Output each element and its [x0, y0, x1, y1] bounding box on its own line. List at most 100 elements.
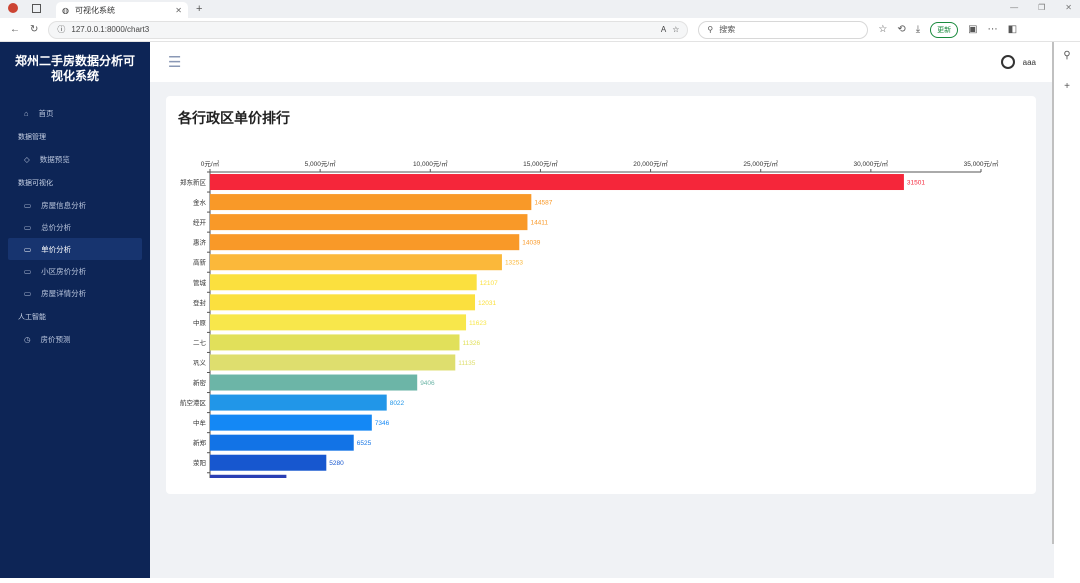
x-tick-label: 25,000元/㎡ — [743, 159, 778, 168]
bar-value-label: 14411 — [530, 220, 548, 227]
monitor-icon: ▭ — [24, 266, 32, 276]
menu-toggle-icon[interactable]: ☰ — [168, 54, 182, 71]
update-button[interactable]: 更新 — [930, 21, 959, 38]
bar — [210, 234, 520, 251]
browser-side-panel: ⚲ + — [1054, 42, 1080, 583]
sidebar-toggle-icon[interactable]: ◧ — [1007, 24, 1018, 35]
y-tick-label: 金水 — [193, 198, 207, 207]
bar-value-label: 14039 — [522, 240, 540, 247]
sidebar-item-label: 房价预测 — [40, 334, 71, 344]
info-icon[interactable]: ⓘ — [57, 25, 66, 34]
address-bar[interactable]: ⓘ 127.0.0.1:8000/chart3 A ☆ — [48, 20, 689, 39]
y-tick-label: 管城 — [193, 278, 207, 287]
monitor-icon: ▭ — [24, 244, 32, 254]
sidebar-section-label: 数据可视化 — [18, 180, 53, 187]
sidebar-item[interactable]: ▭ 房屋信息分析 — [0, 194, 150, 216]
main-area: ☰ aaa 各行政区单价排行 0元/㎡ 5,000元/㎡ 10,000元/㎡ 15,0… — [150, 42, 1054, 578]
profile-icon[interactable] — [8, 3, 18, 13]
bar — [210, 294, 476, 311]
history-icon[interactable]: ⟲ — [897, 24, 906, 35]
search-box[interactable]: ⚲ 搜索 — [698, 20, 869, 39]
y-tick-label: 中原 — [193, 318, 207, 327]
user-menu[interactable]: aaa — [1000, 55, 1036, 69]
tag-icon: ◇ — [24, 154, 30, 164]
add-icon[interactable]: + — [1064, 81, 1070, 92]
x-tick-label: 30,000元/㎡ — [854, 159, 889, 168]
refresh-icon[interactable]: ↻ — [30, 24, 39, 35]
download-icon[interactable]: ⤓ — [915, 24, 921, 35]
x-tick-label: 15,000元/㎡ — [523, 159, 558, 168]
restore-button[interactable]: ❐ — [1038, 3, 1046, 12]
bar — [210, 314, 467, 331]
bar-value-label: 9406 — [420, 380, 435, 387]
page-scrollbar[interactable] — [1052, 42, 1054, 544]
bar-value-label: 7346 — [375, 420, 390, 427]
y-tick-label: 惠济 — [193, 238, 207, 247]
browser-tab[interactable]: ◍ 可视化系统 ✕ — [56, 2, 188, 18]
search-icon: ⚲ — [707, 25, 714, 34]
sidebar-item-label: 单价分析 — [41, 244, 72, 254]
monitor-icon: ▭ — [24, 222, 32, 232]
close-tab-icon[interactable]: ✕ — [175, 5, 182, 15]
bar — [210, 194, 532, 211]
sidebar-section-label: 数据管理 — [18, 134, 46, 141]
favorite-icon[interactable]: ☆ — [672, 25, 680, 34]
top-header: ☰ aaa — [150, 42, 1054, 82]
new-tab-button[interactable]: + — [196, 3, 203, 15]
app: 郑州二手房数据分析可视化系统 ⌂ 首页 数据管理 ◇ 数据预览 数据可视化 ▭ 房屋信息分析 ▭… — [0, 42, 1054, 578]
search-sidebar-icon[interactable]: ⚲ — [1063, 50, 1071, 61]
y-tick-label: 新郑 — [193, 438, 207, 447]
sidebar-item-label: 总价分析 — [41, 222, 72, 232]
y-tick-label: 新密 — [193, 378, 207, 387]
bar-value-label: 5280 — [329, 460, 344, 467]
back-icon[interactable]: ← — [10, 24, 20, 35]
address-bar-row: ← ↻ ⓘ 127.0.0.1:8000/chart3 A ☆ ⚲ 搜索 ☆ ⟲… — [0, 18, 1080, 42]
sidebar-item[interactable]: ▭ 单价分析 — [8, 238, 142, 260]
minimize-button[interactable]: — — [1010, 3, 1019, 12]
chart-card-title: 各行政区单价排行 — [178, 110, 290, 126]
y-tick-label: 郑东新区 — [180, 178, 207, 187]
tab-title: 可视化系统 — [74, 5, 115, 15]
sidebar-section-label: 人工智能 — [18, 314, 46, 321]
x-tick-label: 35,000元/㎡ — [964, 159, 999, 168]
bar — [210, 434, 354, 451]
bar — [210, 414, 372, 431]
sidebar-item[interactable]: ◇ 数据预览 — [0, 148, 150, 170]
x-tick-label: 0元/㎡ — [201, 159, 220, 168]
home-icon: ⌂ — [24, 108, 29, 118]
more-icon[interactable]: ⋯ — [987, 24, 998, 35]
sidebar-item[interactable]: ▭ 小区房价分析 — [0, 260, 150, 282]
bar — [210, 354, 456, 371]
favorites-icon[interactable]: ☆ — [878, 24, 888, 35]
sidebar-item[interactable]: ▭ 房屋详情分析 — [0, 282, 150, 304]
y-tick-label: 航空港区 — [180, 398, 207, 407]
read-aloud-icon[interactable]: A — [660, 25, 667, 34]
y-tick-label: 二七 — [193, 338, 207, 347]
sidebar-item[interactable]: ▭ 总价分析 — [0, 216, 150, 238]
url-text: 127.0.0.1:8000/chart3 — [71, 25, 150, 34]
chart-card: 各行政区单价排行 0元/㎡ 5,000元/㎡ 10,000元/㎡ 15,000元/㎡ 2… — [166, 96, 1036, 494]
x-tick-label: 20,000元/㎡ — [633, 159, 668, 168]
bar-value-label: 11135 — [458, 360, 475, 367]
bar-value-label: 13253 — [505, 260, 523, 267]
y-tick-label: 巩义 — [193, 359, 207, 367]
x-tick-label: 5,000元/㎡ — [305, 159, 337, 168]
sidebar-item-label: 房屋详情分析 — [41, 288, 87, 298]
sidebar-menu: ⌂ 首页数据管理 ◇ 数据预览数据可视化 ▭ 房屋信息分析 ▭ 总价分析 ▭ 单价分析 ▭ 小区房价分… — [0, 102, 150, 350]
bar-value-label: 6525 — [357, 440, 372, 447]
bar-value-label: 12031 — [478, 300, 496, 307]
bar-value-label: 12107 — [480, 280, 498, 287]
y-tick-label: 中牟 — [193, 418, 207, 427]
workspaces-icon[interactable] — [32, 4, 41, 13]
bar — [210, 474, 287, 478]
bar — [210, 394, 387, 411]
bar-value-label: 8022 — [390, 400, 405, 407]
sidebar: 郑州二手房数据分析可视化系统 ⌂ 首页 数据管理 ◇ 数据预览 数据可视化 ▭ 房屋信息分析 ▭… — [0, 42, 150, 578]
sidebar-item-label: 数据预览 — [39, 154, 70, 164]
extensions-icon[interactable]: ▣ — [968, 24, 978, 35]
bar — [210, 454, 327, 471]
sidebar-item[interactable]: ◷ 房价预测 — [0, 328, 150, 350]
close-window-button[interactable]: ✕ — [1065, 3, 1072, 12]
bar-value-label: 31501 — [907, 180, 925, 187]
sidebar-item[interactable]: ⌂ 首页 — [0, 102, 150, 124]
